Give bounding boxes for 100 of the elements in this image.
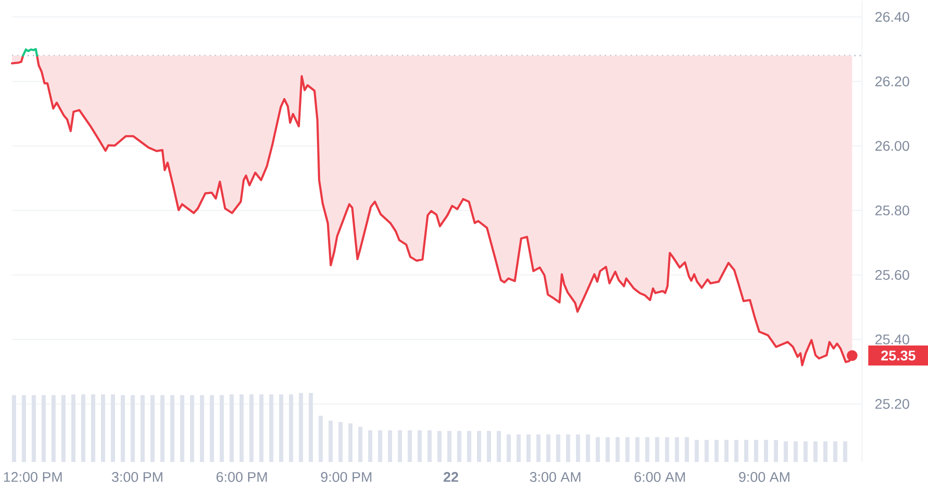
bar (150, 395, 155, 462)
bar (724, 440, 729, 462)
bar (754, 440, 758, 462)
x-tick-label: 6:00 PM (216, 472, 267, 482)
bar (813, 441, 818, 462)
bar (42, 395, 46, 462)
bar (476, 430, 482, 462)
bar (288, 394, 294, 462)
bar (635, 437, 640, 462)
bar (22, 395, 26, 462)
bar (338, 422, 343, 462)
bar (774, 440, 778, 462)
bar (704, 440, 709, 462)
bar (744, 440, 748, 462)
bar (516, 434, 521, 462)
bar (408, 430, 412, 462)
bar (279, 394, 284, 462)
bar (298, 392, 304, 462)
bar (596, 437, 600, 462)
bar (794, 441, 798, 462)
x-tick-label: 22 (444, 472, 458, 482)
bar (645, 437, 650, 462)
bar (576, 434, 580, 462)
bar (32, 395, 36, 462)
text: 25.35 (881, 350, 916, 361)
bar (714, 440, 719, 462)
bar (566, 434, 570, 462)
bar (160, 395, 164, 462)
bar (200, 395, 204, 462)
bar (81, 394, 86, 462)
y-tick-label: 26.00 (875, 140, 910, 151)
bar (506, 434, 511, 462)
bar (486, 430, 492, 462)
bar (378, 430, 382, 462)
bar (71, 394, 76, 462)
bar (526, 434, 531, 462)
bar (625, 437, 630, 462)
bar (210, 395, 214, 462)
bar (100, 394, 106, 462)
x-tick-label: 12:00 PM (4, 472, 62, 482)
bar (398, 430, 402, 462)
bar (536, 434, 541, 462)
bar (467, 430, 472, 462)
bar (843, 441, 848, 462)
bar (496, 430, 501, 462)
bar (616, 437, 620, 462)
bar (110, 394, 116, 462)
bar (120, 395, 125, 462)
bar (318, 416, 323, 462)
y-tick-label: 26.40 (875, 12, 910, 22)
bar (308, 392, 313, 462)
bar (764, 440, 768, 462)
bar (180, 395, 184, 462)
y-tick-label: 25.40 (875, 334, 910, 344)
bar (833, 441, 838, 462)
x-tick-label: 3:00 PM (112, 472, 162, 482)
bar (684, 437, 689, 462)
bar (61, 395, 66, 462)
bar (348, 423, 352, 462)
bar (447, 430, 452, 462)
bar (734, 440, 738, 462)
bar (190, 395, 194, 462)
bar (12, 395, 16, 462)
bar (655, 437, 660, 462)
line-series (22, 48, 38, 57)
bar (170, 395, 174, 462)
x-tick-label: 9:00 PM (321, 472, 372, 482)
bar (586, 434, 590, 462)
x-tick-label: 6:00 AM (634, 472, 685, 482)
y-tick-label: 26.20 (875, 76, 910, 86)
bar (358, 426, 362, 462)
bar (428, 430, 432, 462)
bar (240, 394, 244, 462)
bar (91, 394, 96, 462)
bar (259, 394, 264, 462)
y-tick-label: 25.20 (875, 398, 910, 409)
bar (664, 437, 670, 462)
bar (220, 395, 224, 462)
bar (823, 441, 828, 462)
x-tick-label: 9:00 AM (739, 472, 790, 482)
bar (457, 430, 462, 462)
bar (388, 430, 392, 462)
x-tick-label: 3:00 AM (530, 472, 580, 482)
y-tick-label: 25.60 (875, 270, 910, 280)
bar (140, 395, 145, 462)
bar (674, 437, 680, 462)
bar (51, 395, 56, 462)
bar (249, 394, 254, 462)
bar (437, 430, 442, 462)
bar (556, 434, 560, 462)
bar (784, 441, 788, 462)
bar (418, 430, 422, 462)
bar (804, 441, 808, 462)
bar (368, 430, 372, 462)
bar (694, 440, 699, 462)
bar (230, 394, 234, 462)
bar (606, 437, 610, 462)
bar (269, 394, 274, 462)
bar (328, 420, 333, 462)
y-tick-label: 25.80 (875, 205, 910, 216)
